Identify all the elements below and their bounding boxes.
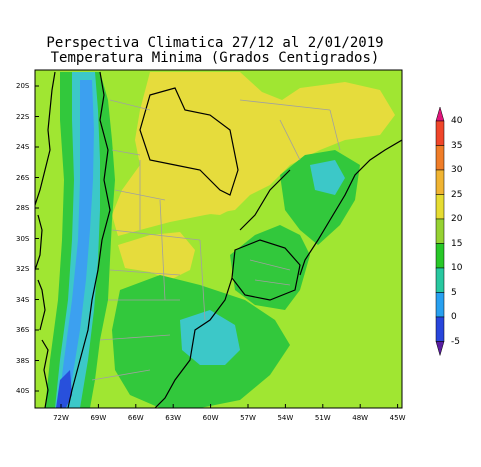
legend-label: -5 [451, 336, 460, 347]
legend-swatch [435, 218, 445, 244]
map-subtitle: Temperatura Minima (Grados Centigrados) [50, 50, 380, 66]
legend-label: 15 [451, 238, 463, 249]
lon-label: 48W [352, 414, 369, 422]
lat-label: 40S [16, 387, 30, 395]
lat-label: 20S [16, 82, 30, 90]
legend-arrow-bottom [435, 341, 445, 357]
legend-label: 10 [451, 263, 463, 273]
band-0-5-andes [58, 80, 94, 408]
coastlines [35, 71, 402, 408]
legend-swatch [435, 169, 445, 195]
lon-label: 72W [53, 414, 69, 422]
legend-label: 35 [451, 140, 463, 151]
lat-label: 22S [16, 112, 30, 121]
legend-swatch [435, 292, 445, 318]
legend-label: 25 [451, 189, 463, 200]
lon-label: 54W [277, 414, 294, 422]
legend-swatch [435, 267, 445, 293]
band-below-0-andes [56, 370, 72, 408]
lon-label: 57W [240, 414, 256, 422]
band-10-15-uruguay [230, 225, 310, 310]
legend-swatch [435, 145, 445, 171]
lat-label: 38S [16, 356, 30, 365]
lon-label: 63W [165, 414, 182, 422]
lat-label: 28S [16, 204, 30, 212]
lon-label: 51W [314, 414, 331, 422]
axis-ticks [35, 85, 399, 408]
lon-label: 45W [389, 414, 406, 422]
lat-label: 32S [16, 265, 30, 273]
lat-label: 34S [16, 295, 30, 304]
legend-swatch [435, 194, 445, 220]
lat-label: 24S [16, 143, 30, 151]
legend-label: 20 [451, 214, 463, 224]
legend-swatch [435, 243, 445, 269]
legend-label: 40 [451, 116, 463, 126]
legend-swatch [435, 120, 445, 146]
legend-label: 5 [451, 287, 457, 298]
lat-label: 30S [16, 234, 30, 243]
lon-label: 69W [90, 414, 107, 422]
band-20-25-argentina [118, 232, 195, 280]
band-20-25-paraguay [160, 170, 240, 215]
lon-label: 60W [202, 414, 219, 422]
lon-label: 66W [127, 414, 144, 422]
lat-label: 26S [16, 173, 30, 182]
band-5-10-south [180, 310, 240, 365]
map-title: Perspectiva Climatica 27/12 al 2/01/2019 [46, 35, 384, 51]
band-5-10-brazil [310, 160, 345, 195]
lat-label: 36S [16, 326, 30, 334]
legend-swatch [435, 316, 445, 342]
legend-arrow-top [435, 106, 445, 122]
province-lines [91, 99, 341, 381]
legend-label: 30 [451, 165, 463, 175]
legend-label: 0 [451, 312, 457, 322]
